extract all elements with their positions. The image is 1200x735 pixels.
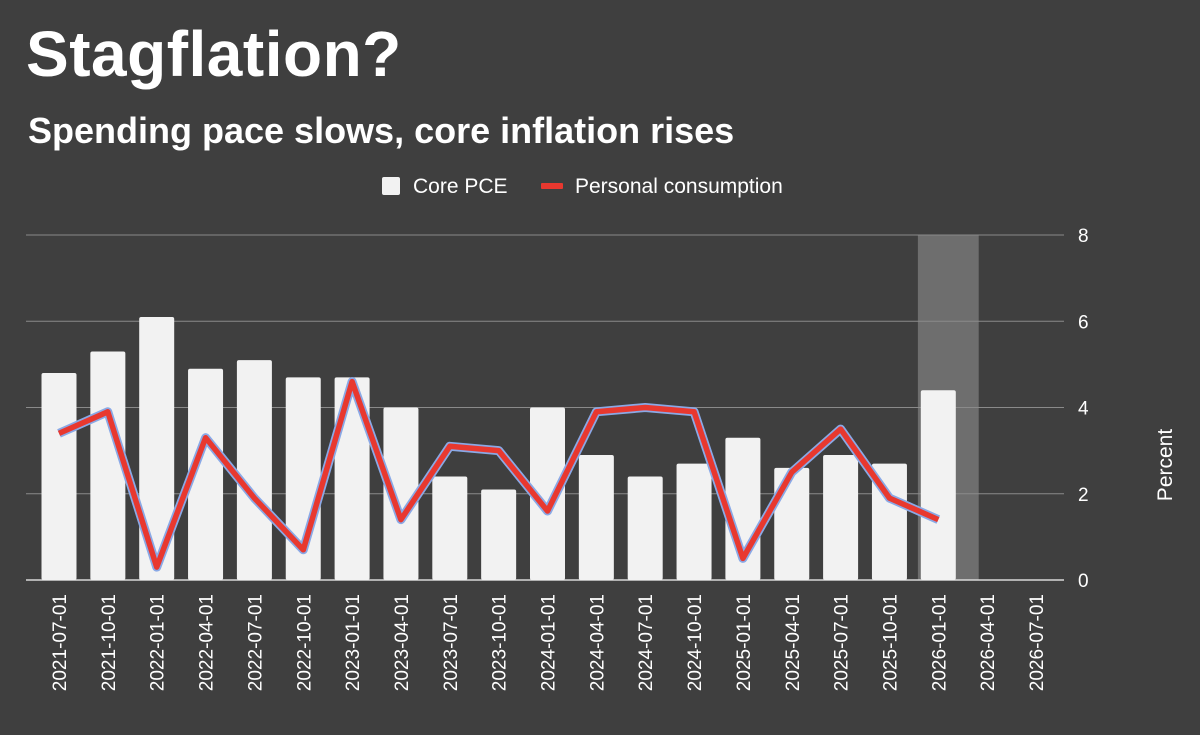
x-tick-label: 2024-07-01 [636, 594, 657, 691]
bar-core-pce [481, 489, 517, 580]
y-tick-label: 8 [1078, 226, 1089, 247]
legend-label-core-pce: Core PCE [413, 175, 508, 198]
bar-core-pce [920, 390, 956, 580]
bar-core-pce [578, 454, 614, 580]
bar-core-pce [139, 316, 175, 580]
x-tick-label: 2025-04-01 [783, 594, 804, 691]
line-series-personal-consumption [57, 377, 941, 572]
x-tick-label: 2024-04-01 [587, 594, 608, 691]
y-tick-label: 6 [1078, 312, 1089, 333]
legend-swatch-core-pce [382, 177, 400, 195]
x-tick-label: 2026-04-01 [978, 594, 999, 691]
bar-core-pce [823, 454, 859, 580]
bar-core-pce [432, 476, 468, 580]
bar-core-pce [774, 467, 810, 580]
y-tick-label: 0 [1078, 571, 1089, 592]
y-tick-label: 2 [1078, 485, 1089, 506]
x-tick-label: 2023-04-01 [392, 594, 413, 691]
bar-core-pce [90, 351, 126, 580]
bar-core-pce [676, 463, 712, 580]
x-tick-label: 2026-01-01 [929, 594, 950, 691]
x-tick-label: 2022-04-01 [197, 594, 218, 691]
x-tick-label: 2022-10-01 [294, 594, 315, 691]
x-tick-label: 2021-10-01 [99, 594, 120, 691]
x-axis-ticks: 2021-07-01 2021-10-01 2022-01-01 2022-04-01… [50, 594, 1048, 691]
legend-label-personal-consumption: Personal consumption [575, 175, 783, 198]
bar-core-pce [530, 407, 565, 580]
chart-title: Stagflation? [26, 18, 402, 90]
legend-swatch-personal-consumption [541, 183, 563, 189]
bar-core-pce [627, 476, 663, 580]
x-tick-label: 2023-01-01 [343, 594, 364, 691]
x-tick-label: 2023-07-01 [441, 594, 462, 691]
line-personal-consumption [57, 378, 940, 570]
x-tick-label: 2024-01-01 [539, 594, 560, 691]
x-tick-label: 2021-07-01 [50, 594, 71, 691]
x-tick-label: 2025-07-01 [832, 594, 853, 691]
x-tick-label: 2025-01-01 [734, 594, 755, 691]
x-tick-label: 2022-07-01 [245, 594, 266, 691]
y-tick-label: 4 [1078, 399, 1089, 420]
legend: Core PCE Personal consumption [382, 175, 783, 198]
x-tick-label: 2025-10-01 [880, 594, 901, 691]
x-tick-label: 2026-07-01 [1027, 594, 1048, 691]
chart-subtitle: Spending pace slows, core inflation rise… [28, 110, 735, 151]
bar-core-pce [236, 360, 272, 580]
x-tick-label: 2024-10-01 [685, 594, 706, 691]
bar-core-pce [334, 377, 370, 580]
x-tick-label: 2022-01-01 [148, 594, 169, 691]
bar-core-pce [41, 373, 77, 580]
bar-core-pce [188, 368, 224, 580]
x-tick-label: 2023-10-01 [490, 594, 511, 691]
y-axis-ticks: 0 2 4 6 8 [1078, 226, 1089, 592]
bar-core-pce [383, 407, 419, 580]
y-axis-title: Percent [1154, 429, 1177, 502]
